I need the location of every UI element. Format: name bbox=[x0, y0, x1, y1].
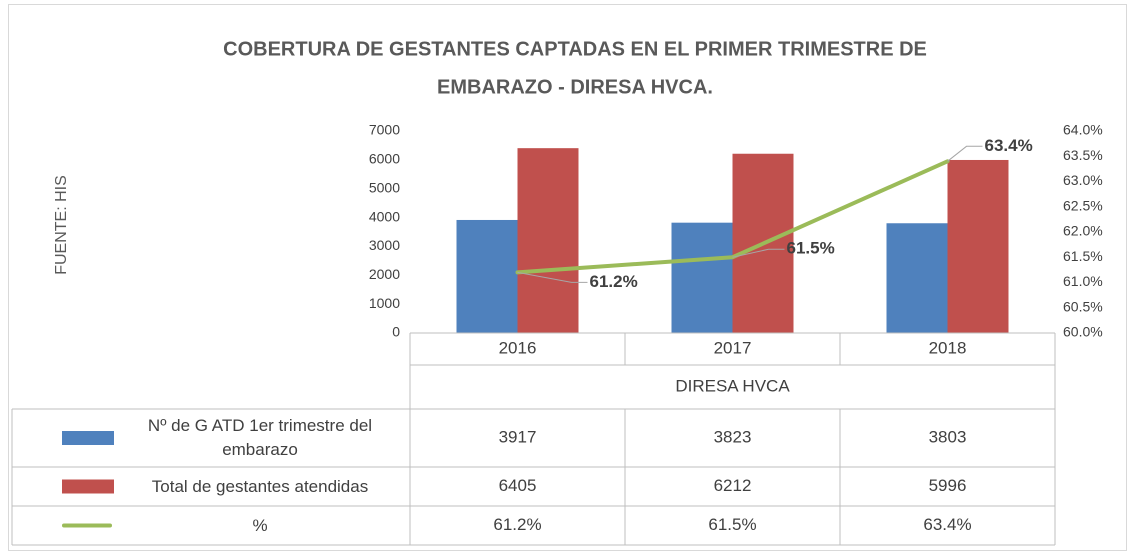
chart-title-continued: EMBARAZO - DIRESA HVCA. bbox=[437, 76, 713, 98]
legend-key bbox=[62, 479, 114, 494]
legend-cell: Total de gestantes atendidas bbox=[151, 476, 369, 496]
table-value: 6212 bbox=[714, 476, 752, 495]
label-leader bbox=[732, 248, 785, 258]
bar bbox=[517, 148, 579, 333]
y-tick-label: 3000 bbox=[369, 237, 400, 253]
y-tick-label: 4000 bbox=[369, 208, 400, 224]
source-note: FUENTE: HIS bbox=[53, 175, 70, 275]
legend-cell: Nº de G ATD 1er trimestre del embarazo bbox=[147, 416, 373, 459]
bar bbox=[947, 159, 1009, 333]
data-label: 61.5% bbox=[787, 239, 835, 258]
label-leader bbox=[517, 271, 588, 283]
data-label: 61.2% bbox=[590, 272, 638, 291]
table-value: 5996 bbox=[929, 476, 967, 495]
chart-title: COBERTURA DE GESTANTES CAPTADAS EN EL PR… bbox=[223, 38, 927, 60]
y-tick-label: 6000 bbox=[369, 151, 400, 167]
legend-label: % bbox=[252, 515, 268, 535]
table-value: 6405 bbox=[499, 476, 537, 495]
y-tick-label: 1000 bbox=[369, 295, 400, 311]
x-axis-label: DIRESA HVCA bbox=[675, 376, 790, 395]
y2-tick-label: 62.5% bbox=[1063, 197, 1103, 213]
x-tick-label: 2018 bbox=[929, 338, 967, 357]
y2-tick-label: 61.5% bbox=[1063, 248, 1103, 264]
table-value: 3917 bbox=[499, 427, 537, 446]
y-tick-label: 5000 bbox=[369, 179, 400, 195]
y2-tick-label: 62.0% bbox=[1063, 223, 1103, 239]
label-leader bbox=[947, 145, 983, 162]
legend-cell: % bbox=[252, 515, 268, 535]
y2-tick-label: 63.0% bbox=[1063, 172, 1103, 188]
bar bbox=[456, 219, 518, 333]
x-tick-label: 2016 bbox=[499, 338, 537, 357]
table-value: 61.5% bbox=[708, 515, 756, 534]
y2-tick-label: 61.0% bbox=[1063, 273, 1103, 289]
table-value: 63.4% bbox=[923, 515, 971, 534]
y-tick-label: 2000 bbox=[369, 266, 400, 282]
y-tick-label: 0 bbox=[392, 324, 400, 340]
data-label: 63.4% bbox=[985, 136, 1033, 155]
y2-tick-label: 64.0% bbox=[1063, 122, 1103, 138]
table-value: 3803 bbox=[929, 427, 967, 446]
table-value: 3823 bbox=[714, 427, 752, 446]
legend-label: Nº de G ATD 1er trimestre del embarazo bbox=[147, 416, 373, 459]
bar bbox=[671, 222, 733, 333]
legend-label: Total de gestantes atendidas bbox=[151, 476, 369, 496]
table-value: 61.2% bbox=[493, 515, 541, 534]
bar bbox=[886, 223, 948, 333]
x-tick-label: 2017 bbox=[714, 338, 752, 357]
y2-tick-label: 60.0% bbox=[1063, 324, 1103, 340]
y-tick-label: 7000 bbox=[369, 122, 400, 138]
y2-tick-label: 63.5% bbox=[1063, 147, 1103, 163]
legend-key bbox=[62, 431, 114, 445]
y2-tick-label: 60.5% bbox=[1063, 298, 1103, 314]
